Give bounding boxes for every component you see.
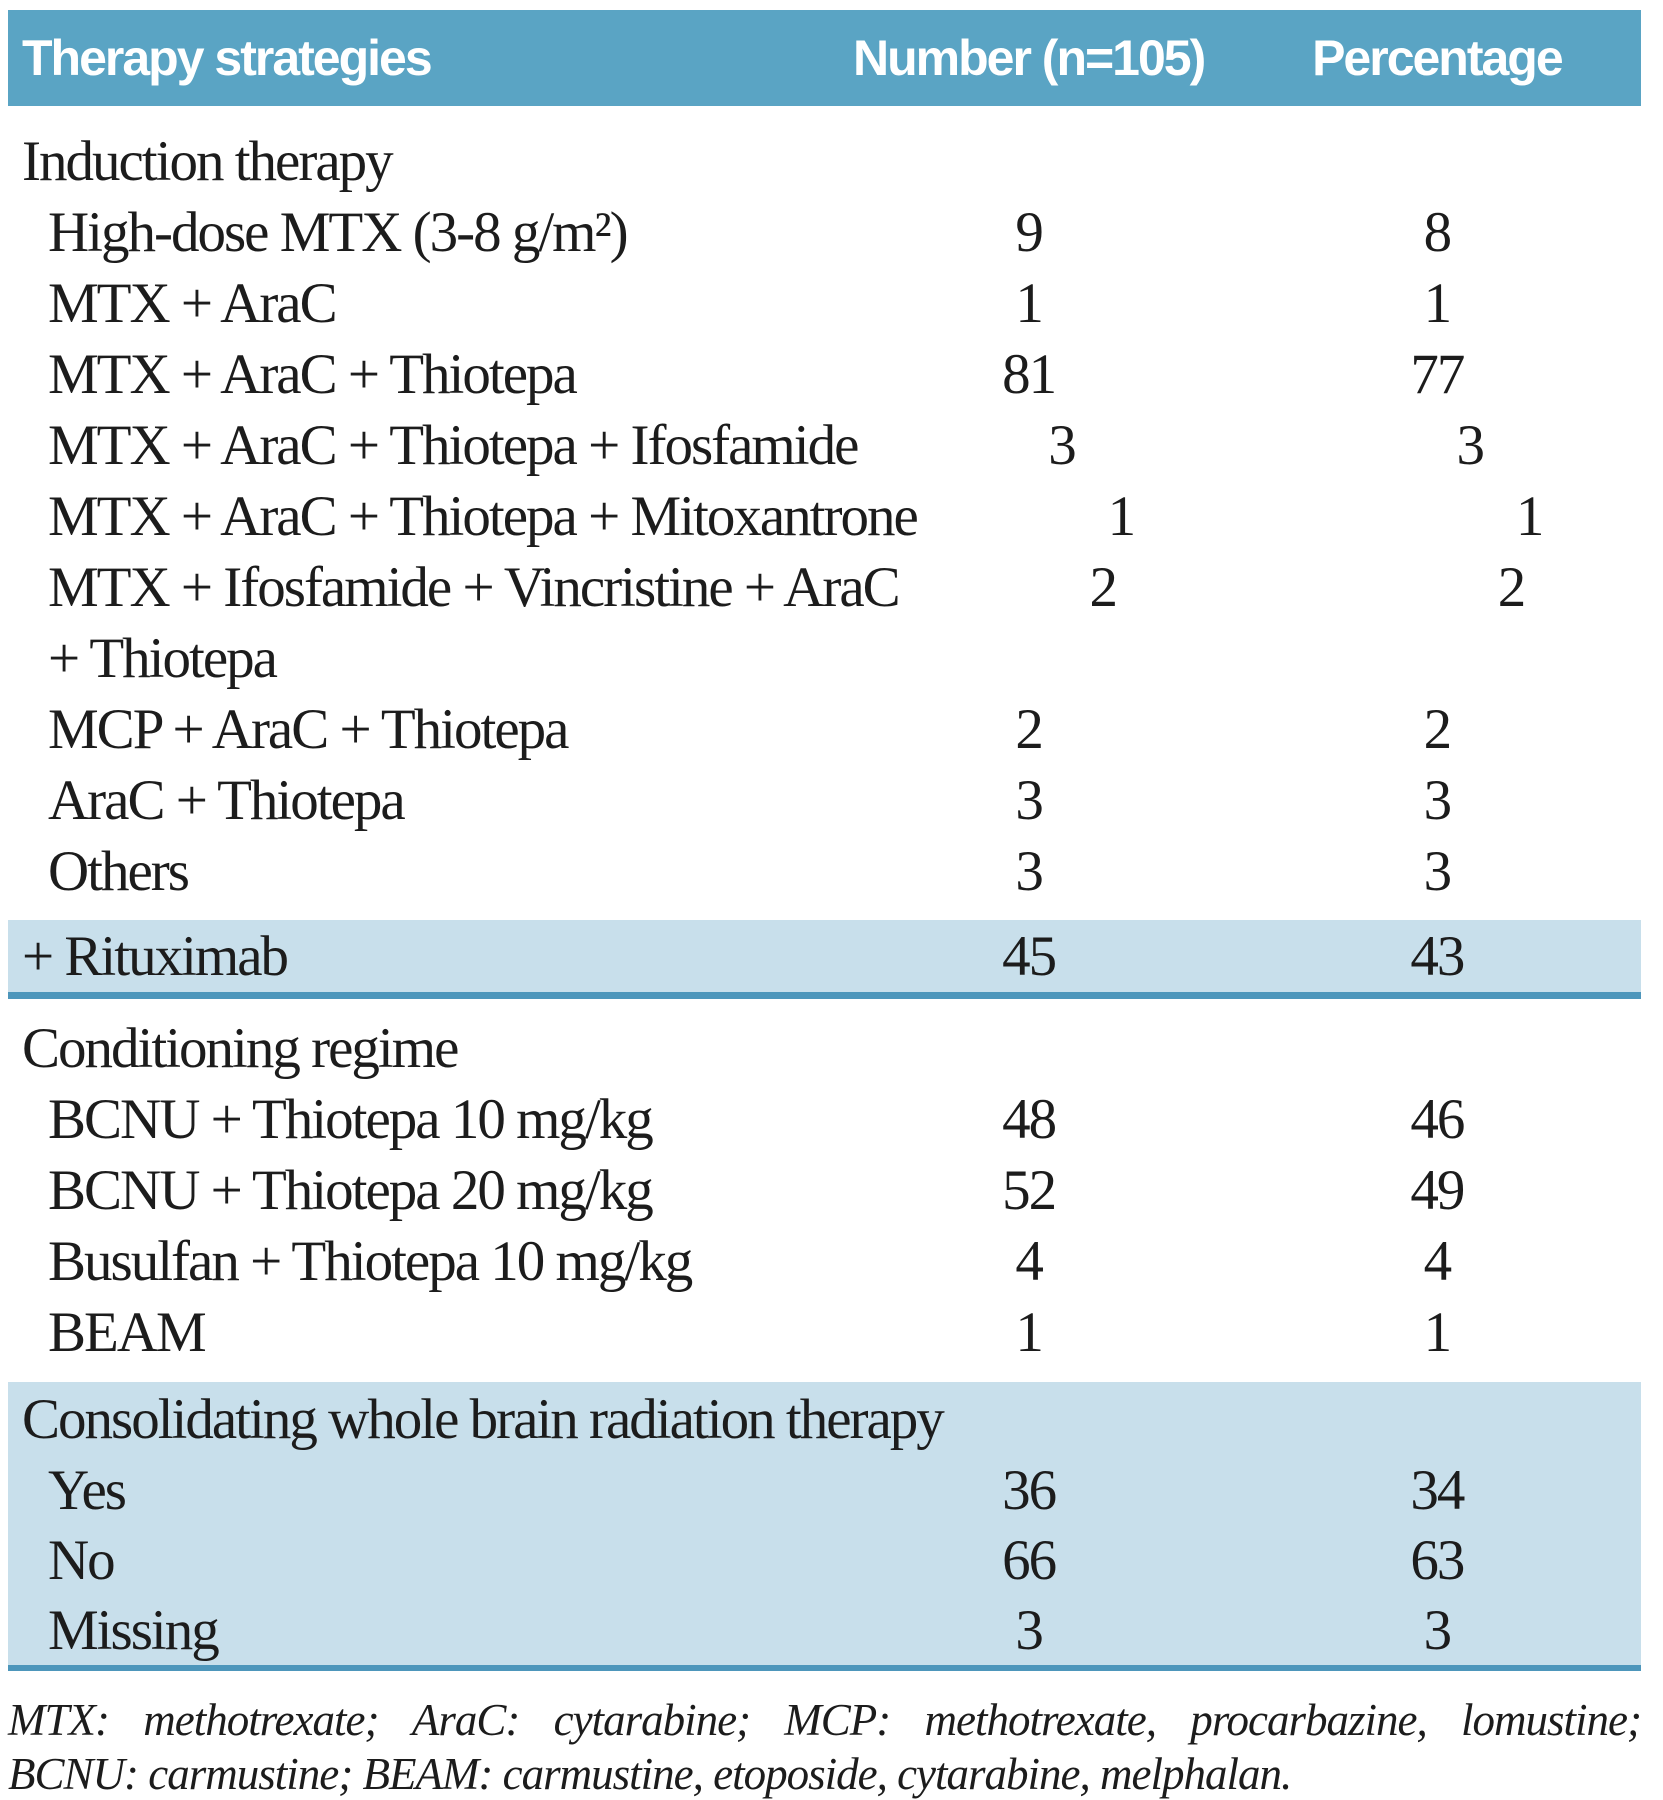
table-row: MTX + Ifosfamide + Vincristine + AraC 2 … bbox=[8, 552, 1641, 623]
footnote-line-2: BCNU: carmustine; BEAM: carmustine, etop… bbox=[8, 1749, 1292, 1799]
row-label: BEAM bbox=[48, 1301, 207, 1364]
row-percentage: 1 bbox=[1423, 1301, 1453, 1364]
section-header-consolidating-wbrt: Consolidating whole brain radiation ther… bbox=[8, 1383, 1641, 1455]
row-number: 2 bbox=[1089, 556, 1119, 619]
section-title: Consolidating whole brain radiation ther… bbox=[22, 1387, 945, 1451]
section-title: Induction therapy bbox=[22, 130, 394, 193]
row-percentage: 1 bbox=[1423, 272, 1453, 335]
row-number: 1 bbox=[1015, 272, 1044, 335]
table-footnote: MTX: methotrexate; AraC: cytarabine; MCP… bbox=[8, 1693, 1642, 1800]
row-percentage: 3 bbox=[1423, 1598, 1453, 1662]
table-row: AraC + Thiotepa 3 3 bbox=[8, 765, 1641, 836]
table-row: Busulfan + Thiotepa 10 mg/kg 4 4 bbox=[8, 1226, 1641, 1297]
row-label: BCNU + Thiotepa 20 mg/kg bbox=[48, 1159, 654, 1222]
table-header-row: Therapy strategies Number (n=105) Percen… bbox=[8, 10, 1641, 106]
row-percentage: 2 bbox=[1497, 556, 1527, 619]
row-label: MTX + Ifosfamide + Vincristine + AraC bbox=[48, 556, 901, 619]
row-number: 81 bbox=[1002, 343, 1057, 406]
row-number: 48 bbox=[1002, 1088, 1057, 1151]
row-number: 2 bbox=[1015, 698, 1044, 761]
row-number: 9 bbox=[1015, 201, 1044, 264]
row-label: Yes bbox=[48, 1458, 127, 1522]
row-number: 3 bbox=[1015, 840, 1044, 903]
row-percentage: 2 bbox=[1423, 698, 1453, 761]
row-percentage: 3 bbox=[1423, 769, 1453, 832]
table-row: Others 3 3 bbox=[8, 836, 1641, 907]
row-percentage: 77 bbox=[1410, 343, 1465, 406]
row-number: 52 bbox=[1002, 1159, 1057, 1222]
table-row-continuation: + Thiotepa bbox=[8, 623, 1641, 694]
therapy-strategies-table: Therapy strategies Number (n=105) Percen… bbox=[8, 10, 1642, 1800]
row-label: MTX + AraC + Thiotepa bbox=[48, 343, 578, 406]
column-header-percentage: Percentage bbox=[1312, 30, 1564, 86]
row-label: Busulfan + Thiotepa 10 mg/kg bbox=[48, 1230, 693, 1293]
table-row: Yes 36 34 bbox=[8, 1455, 1641, 1525]
table-row: Missing 3 3 bbox=[8, 1595, 1641, 1665]
row-percentage: 1 bbox=[1515, 485, 1545, 548]
row-label: High-dose MTX (3-8 g/m²) bbox=[48, 201, 629, 264]
table-row: No 66 63 bbox=[8, 1525, 1641, 1595]
row-number: 3 bbox=[1015, 1598, 1044, 1662]
conditioning-regime-section: Conditioning regime BCNU + Thiotepa 10 m… bbox=[8, 1013, 1641, 1368]
row-label: AraC + Thiotepa bbox=[48, 769, 406, 832]
table-row: High-dose MTX (3-8 g/m²) 9 8 bbox=[8, 197, 1641, 268]
table-row: BCNU + Thiotepa 20 mg/kg 52 49 bbox=[8, 1155, 1641, 1226]
section-header-conditioning-regime: Conditioning regime bbox=[8, 1013, 1641, 1084]
row-label: MCP + AraC + Thiotepa bbox=[48, 698, 569, 761]
row-percentage: 4 bbox=[1423, 1230, 1453, 1293]
row-number: 1 bbox=[1107, 485, 1137, 548]
row-percentage: 46 bbox=[1410, 1088, 1465, 1151]
row-label: MTX + AraC bbox=[48, 272, 338, 335]
column-header-therapy-strategies: Therapy strategies bbox=[22, 30, 433, 86]
row-number: 45 bbox=[1002, 924, 1057, 988]
row-label: Others bbox=[48, 840, 190, 903]
row-percentage: 63 bbox=[1410, 1528, 1465, 1592]
table-row: MCP + AraC + Thiotepa 2 2 bbox=[8, 694, 1641, 765]
row-label: BCNU + Thiotepa 10 mg/kg bbox=[48, 1088, 654, 1151]
row-number: 4 bbox=[1015, 1230, 1044, 1293]
section-title: Conditioning regime bbox=[22, 1017, 459, 1080]
row-percentage: 3 bbox=[1456, 414, 1486, 477]
table-row: MTX + AraC 1 1 bbox=[8, 268, 1641, 339]
row-label: No bbox=[48, 1528, 116, 1592]
row-number: 3 bbox=[1015, 769, 1044, 832]
column-header-number: Number (n=105) bbox=[852, 30, 1206, 86]
row-number: 36 bbox=[1002, 1458, 1057, 1522]
row-number: 3 bbox=[1048, 414, 1077, 477]
row-label: + Rituximab bbox=[22, 924, 289, 988]
row-percentage: 49 bbox=[1410, 1159, 1465, 1222]
table-row: BEAM 1 1 bbox=[8, 1297, 1641, 1368]
table-row: MTX + AraC + Thiotepa + Mitoxantrone 1 1 bbox=[8, 481, 1641, 552]
table-row: MTX + AraC + Thiotepa + Ifosfamide 3 3 bbox=[8, 410, 1641, 481]
table-row: MTX + AraC + Thiotepa 81 77 bbox=[8, 339, 1641, 410]
row-percentage: 34 bbox=[1410, 1458, 1465, 1522]
footnote-line-1: MTX: methotrexate; AraC: cytarabine; MCP… bbox=[8, 1695, 1642, 1745]
row-label: MTX + AraC + Thiotepa + Ifosfamide bbox=[48, 414, 859, 477]
row-label: Missing bbox=[48, 1598, 220, 1662]
row-number: 66 bbox=[1002, 1528, 1057, 1592]
row-label: + Thiotepa bbox=[48, 627, 278, 690]
consolidating-wbrt-section: Consolidating whole brain radiation ther… bbox=[8, 1382, 1641, 1671]
row-percentage: 3 bbox=[1423, 840, 1453, 903]
table-row: BCNU + Thiotepa 10 mg/kg 48 46 bbox=[8, 1084, 1641, 1155]
row-number: 1 bbox=[1015, 1301, 1044, 1364]
row-percentage: 8 bbox=[1423, 201, 1453, 264]
row-percentage: 43 bbox=[1410, 924, 1465, 988]
section-header-induction-therapy: Induction therapy bbox=[8, 126, 1641, 197]
row-label: MTX + AraC + Thiotepa + Mitoxantrone bbox=[48, 485, 919, 548]
table-row-rituximab: + Rituximab 45 43 bbox=[8, 920, 1641, 999]
